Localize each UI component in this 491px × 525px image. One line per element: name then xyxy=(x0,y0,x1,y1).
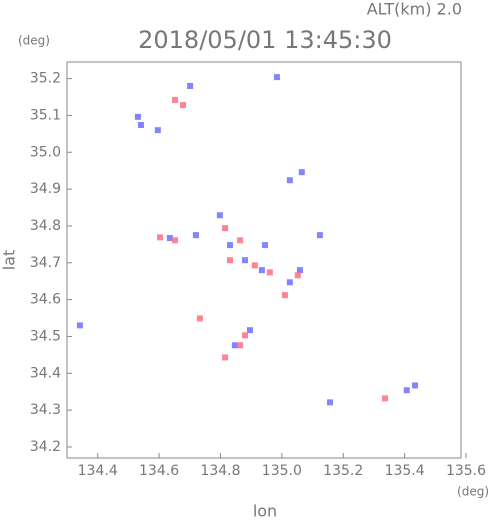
y-tick-label: 34.8 xyxy=(30,218,61,234)
echo xyxy=(298,169,305,176)
echo xyxy=(316,232,323,239)
y-tick-label: 34.7 xyxy=(30,255,61,271)
echo xyxy=(156,234,163,241)
y-tick-label: 34.4 xyxy=(30,365,61,381)
echo xyxy=(381,395,388,402)
echo xyxy=(281,292,288,299)
y-tick-label: 35.0 xyxy=(30,144,61,160)
echo xyxy=(76,322,83,329)
echo xyxy=(137,121,144,128)
chart-title: 2018/05/01 13:45:30 xyxy=(138,26,392,54)
echo xyxy=(231,342,238,349)
y-tick-label: 34.5 xyxy=(30,328,61,344)
x-tick-label: 135.2 xyxy=(323,463,363,479)
echo xyxy=(242,332,249,339)
echo xyxy=(237,237,244,244)
x-tick-label: 135.4 xyxy=(385,463,425,479)
echo xyxy=(222,225,229,232)
echo xyxy=(273,74,280,81)
echo xyxy=(294,272,301,279)
echo xyxy=(226,257,233,264)
echo xyxy=(327,399,334,406)
echo xyxy=(251,262,258,269)
echo xyxy=(296,267,303,274)
echo xyxy=(166,235,173,242)
x-tick-label: 134.8 xyxy=(200,463,240,479)
y-tick-label: 35.1 xyxy=(30,107,61,123)
echo xyxy=(226,242,233,249)
echo xyxy=(403,387,410,394)
echo xyxy=(154,127,161,134)
echo xyxy=(286,177,293,184)
x-tick-label: 134.4 xyxy=(78,463,118,479)
echo xyxy=(242,257,249,264)
echo xyxy=(172,96,179,103)
echo xyxy=(196,315,203,322)
echo xyxy=(172,237,179,244)
echo xyxy=(412,382,419,389)
echo xyxy=(180,102,187,109)
echo xyxy=(246,327,253,334)
altitude-label: ALT(km) 2.0 xyxy=(367,0,462,19)
echo xyxy=(192,232,199,239)
x-axis-label: lon xyxy=(253,502,277,521)
echo xyxy=(237,342,244,349)
echo xyxy=(258,267,265,274)
y-tick-label: 34.2 xyxy=(30,439,61,455)
y-tick-label: 34.6 xyxy=(30,292,61,308)
echo xyxy=(266,269,273,276)
x-tick-label: 135.0 xyxy=(262,463,302,479)
x-tick-label: 134.6 xyxy=(139,463,179,479)
echo xyxy=(216,212,223,219)
plot-frame xyxy=(66,61,462,459)
y-tick-label: 34.3 xyxy=(30,402,61,418)
x-unit: (deg) xyxy=(457,485,489,499)
echo xyxy=(286,279,293,286)
x-tick-label: 135.6 xyxy=(446,463,486,479)
y-tick-label: 34.9 xyxy=(30,181,61,197)
echo xyxy=(261,242,268,249)
echo xyxy=(134,113,141,120)
y-tick-label: 35.2 xyxy=(30,71,61,87)
echo xyxy=(222,354,229,361)
y-unit: (deg) xyxy=(18,34,50,48)
echo xyxy=(187,82,194,89)
y-axis-label: lat xyxy=(0,250,19,271)
